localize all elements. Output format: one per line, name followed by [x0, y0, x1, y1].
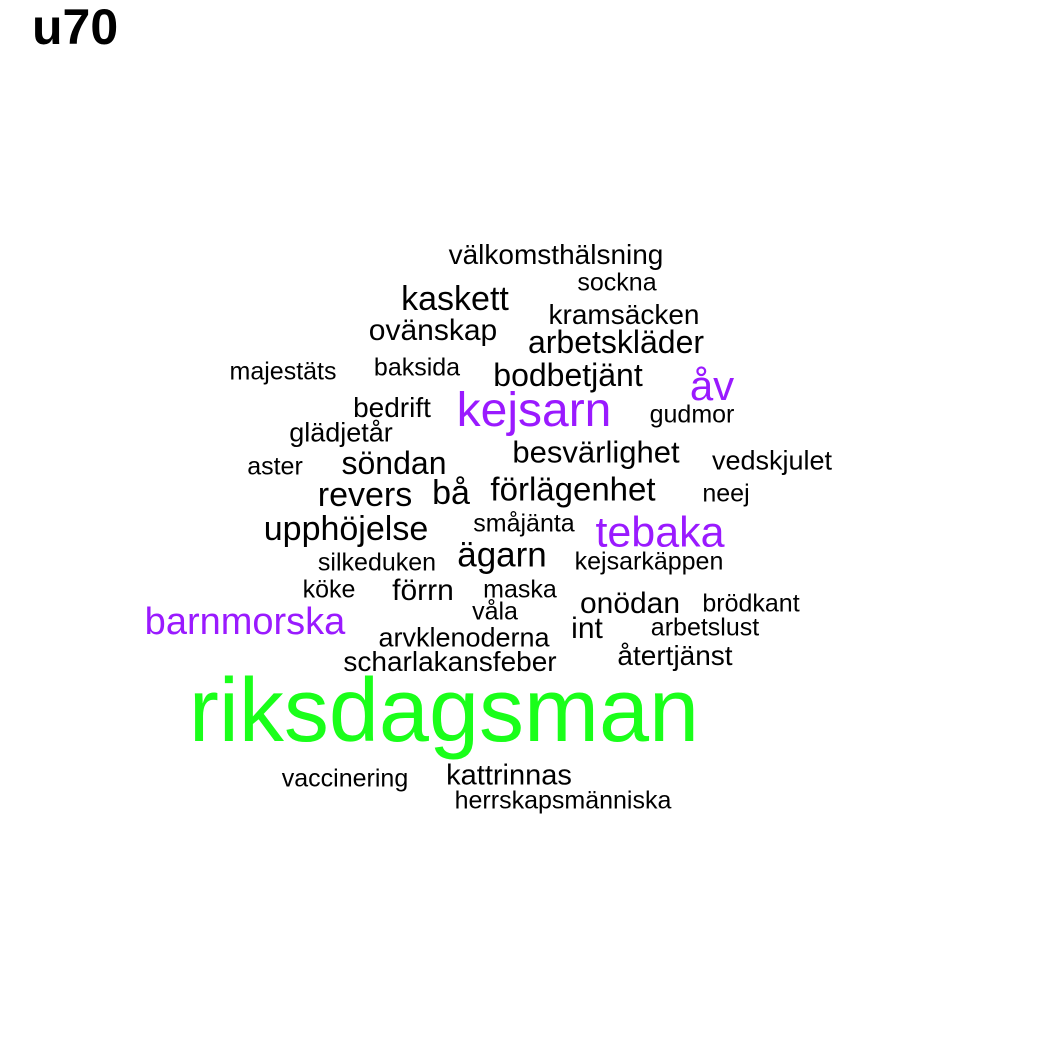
- page-title: u70: [32, 0, 119, 55]
- word-kaskett: kaskett: [401, 280, 509, 318]
- word-on-dan: onödan: [579, 587, 681, 620]
- word-riksdagsman: riksdagsman: [188, 661, 700, 761]
- word-f-rl-genhet: förlägenhet: [490, 470, 656, 508]
- word-aster: aster: [247, 452, 303, 481]
- word-sm-j-nta: småjänta: [473, 509, 575, 538]
- word-v-lkomsth-lsning: välkomsthälsning: [448, 239, 664, 270]
- word-sockna: sockna: [577, 268, 657, 297]
- word-kejsarn: kejsarn: [456, 384, 612, 437]
- word-silkeduken: silkeduken: [317, 548, 437, 577]
- word-vaccinering: vaccinering: [281, 764, 409, 793]
- word-vedskjulet: vedskjulet: [711, 445, 833, 476]
- word-gl-djet-r: glädjetår: [289, 417, 393, 448]
- word-maska: maska: [483, 575, 557, 604]
- word-scharlakansfeber: scharlakansfeber: [343, 646, 557, 677]
- word-kejsark-ppen: kejsarkäppen: [574, 547, 724, 576]
- word-herrskapsm-nniska: herrskapsmänniska: [454, 786, 672, 815]
- word-baksida: baksida: [373, 353, 461, 382]
- word-besv-rlighet: besvärlighet: [512, 434, 680, 470]
- word-br-dkant: brödkant: [702, 589, 800, 618]
- word-arbetslust: arbetslust: [650, 613, 760, 642]
- word-s-ndan: söndan: [341, 445, 447, 481]
- word-tertj-nst: återtjänst: [617, 640, 733, 671]
- word-tebaka: tebaka: [595, 508, 725, 557]
- word-neej: neej: [702, 479, 750, 508]
- word-v-la: våla: [472, 597, 518, 626]
- word-ov-nskap: ovänskap: [368, 314, 498, 347]
- word-v: åv: [689, 362, 735, 409]
- word-int: int: [571, 612, 603, 645]
- word-arvklenoderna: arvklenoderna: [378, 622, 550, 653]
- word-garn: ägarn: [457, 535, 547, 575]
- word-f-rrn: förrn: [392, 574, 454, 607]
- word-majest-ts: majestäts: [229, 357, 337, 386]
- word-gudmor: gudmor: [649, 400, 735, 429]
- word-upph-jelse: upphöjelse: [263, 510, 429, 548]
- word-revers: revers: [317, 476, 413, 514]
- word-k-ke: köke: [302, 575, 356, 604]
- word-arbetskl-der: arbetskläder: [527, 324, 705, 360]
- word-bodbetj-nt: bodbetjänt: [493, 357, 643, 393]
- word-krams-cken: kramsäcken: [548, 299, 700, 330]
- word-bedrift: bedrift: [353, 392, 431, 423]
- word-b: bå: [432, 474, 470, 512]
- word-barnmorska: barnmorska: [144, 601, 346, 643]
- word-kattrinnas: kattrinnas: [446, 759, 572, 792]
